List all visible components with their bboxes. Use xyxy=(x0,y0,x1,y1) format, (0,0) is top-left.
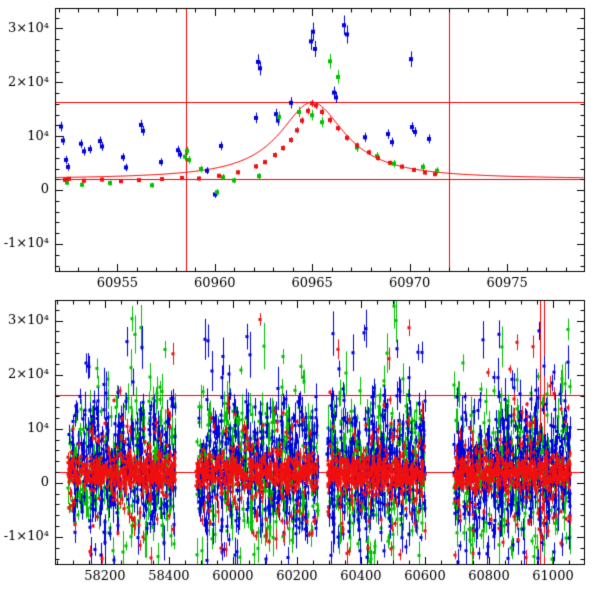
light-curve-canvas xyxy=(0,0,600,600)
light-curve-figure xyxy=(0,0,600,600)
